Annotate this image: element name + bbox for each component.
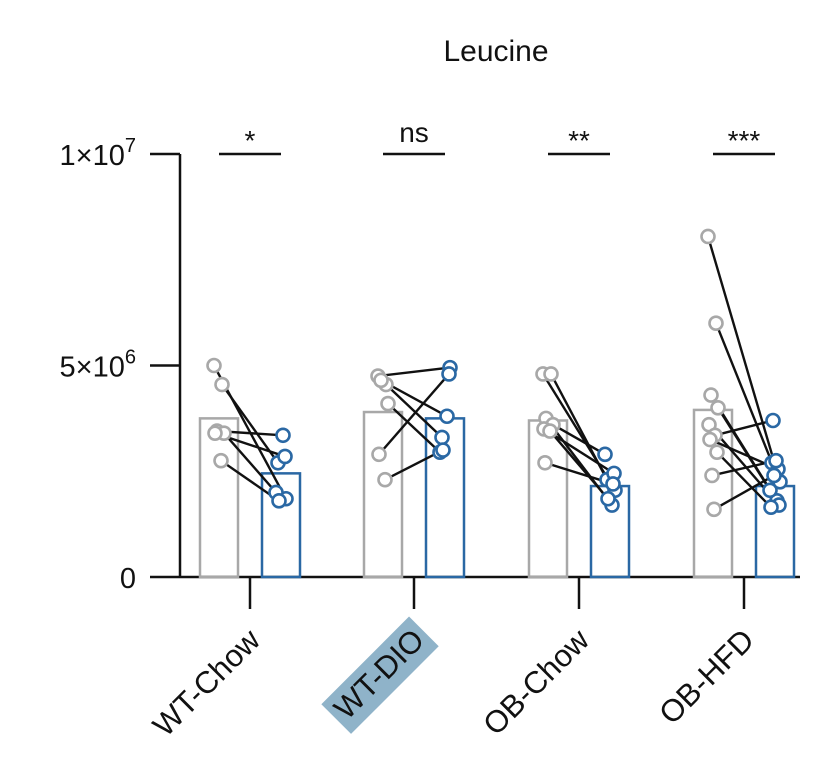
y-tick-label-exponent: 6 [125, 347, 136, 369]
point-after [277, 429, 290, 442]
point-after [768, 469, 781, 482]
point-before [710, 317, 723, 330]
point-before [373, 448, 386, 461]
axis-layer: 0 5×106 1×107 [60, 135, 800, 609]
x-tick-label: OB-HFD [652, 622, 761, 731]
point-after [443, 367, 456, 380]
point-before [209, 427, 222, 440]
x-tick-label-group: WT-Chow [146, 622, 267, 743]
point-before [375, 374, 388, 387]
point-before [705, 389, 718, 402]
bar-before [364, 412, 402, 577]
point-after [273, 494, 286, 507]
point-before [704, 433, 717, 446]
significance-label: ** [568, 125, 590, 156]
point-before [544, 425, 557, 438]
point-before [708, 503, 721, 516]
point-before [208, 359, 221, 372]
significance-label: ns [399, 117, 429, 148]
y-tick-label: 1×107 [60, 135, 136, 172]
point-before [379, 473, 392, 486]
point-after [770, 454, 783, 467]
point-after [764, 484, 777, 497]
significance-label: * [245, 125, 256, 156]
point-before [215, 454, 228, 467]
point-before [711, 446, 724, 459]
significance-layer: * ns ** *** [219, 117, 775, 156]
x-tick-label: OB-Chow [476, 622, 596, 742]
pair-line [378, 368, 450, 376]
point-after [437, 444, 450, 457]
y-tick-label-exponent: 7 [125, 135, 136, 157]
y-tick-label-base: 1×10 [60, 140, 125, 172]
point-after [279, 450, 292, 463]
x-tick-label-group: WT-DIO [321, 617, 438, 734]
y-tick-label: 5×106 [60, 347, 136, 384]
point-after [767, 414, 780, 427]
point-before [382, 397, 395, 410]
point-after [765, 501, 778, 514]
chart-title: Leucine [443, 35, 548, 68]
x-tick-label-group: OB-Chow [476, 622, 596, 742]
point-before [712, 401, 725, 414]
point-after [602, 492, 615, 505]
point-before [545, 367, 558, 380]
point-before [702, 230, 715, 243]
point-before [216, 378, 229, 391]
point-after [607, 477, 620, 490]
point-before [539, 456, 552, 469]
x-tick-label: WT-DIO [327, 622, 431, 726]
y-tick-label-base: 5×10 [60, 352, 125, 384]
point-after [599, 448, 612, 461]
y-tick-label-base: 0 [120, 563, 136, 595]
significance-label: *** [728, 125, 761, 156]
point-before [706, 469, 719, 482]
point-after [436, 431, 449, 444]
x-tick-label-layer: WT-Chow WT-DIO OB-Chow OB-HFD [146, 617, 761, 744]
x-tick-label-group: OB-HFD [652, 622, 761, 731]
y-tick-label: 0 [120, 563, 136, 595]
point-after [441, 410, 454, 423]
x-tick-label: WT-Chow [146, 622, 267, 743]
pair-line [224, 433, 276, 492]
